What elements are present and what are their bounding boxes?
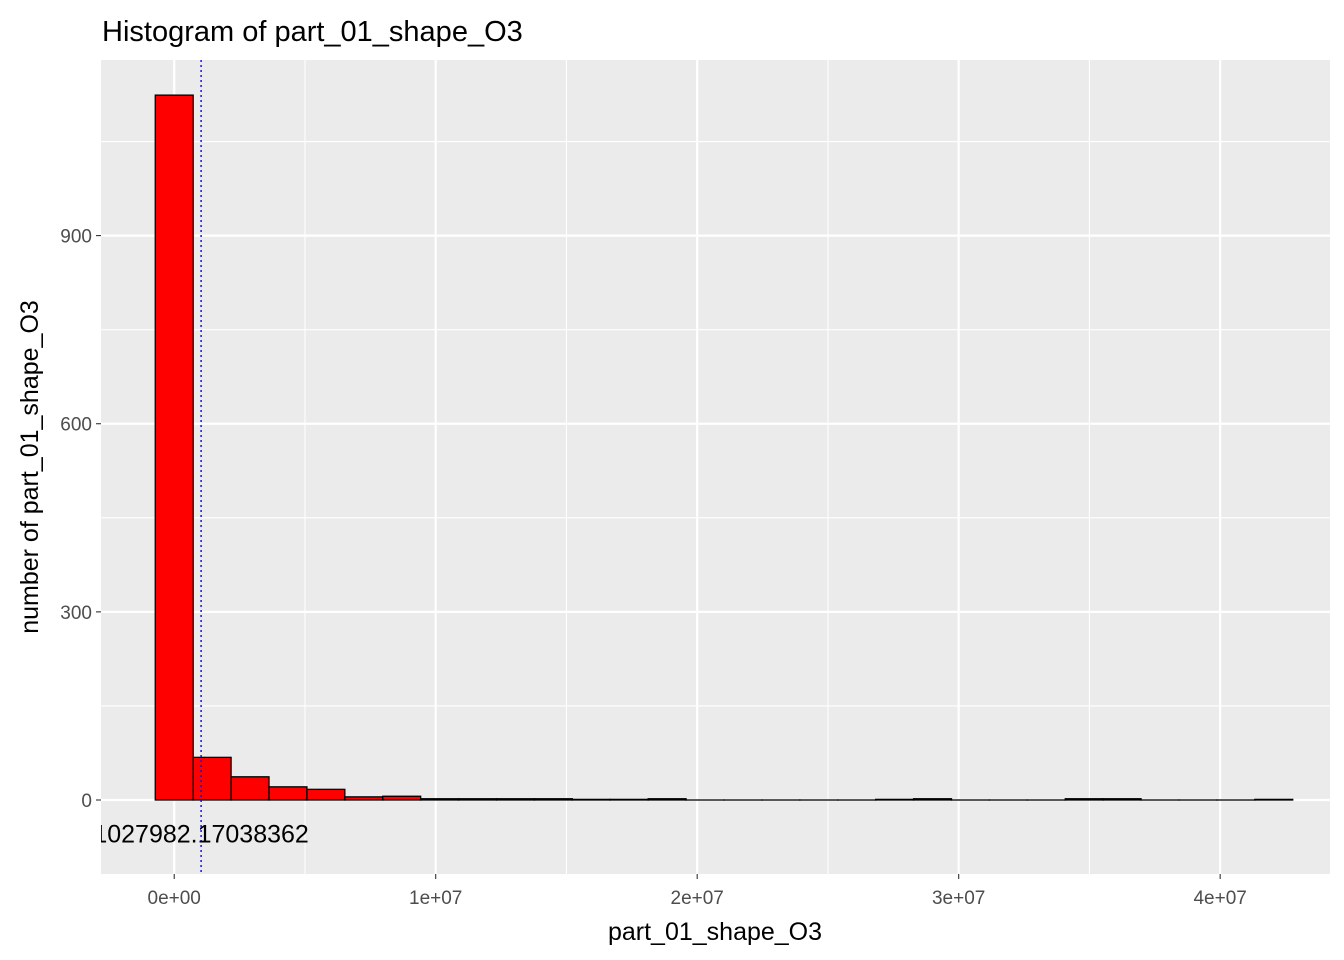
histogram-bars <box>154 94 1294 801</box>
x-tick-label: 0e+00 <box>148 888 201 909</box>
histogram-bar-2 <box>230 776 270 801</box>
x-axis-title: part_01_shape_O3 <box>608 918 822 946</box>
plot-panel <box>101 60 1330 874</box>
y-tick-label: 300 <box>60 603 92 624</box>
x-tick-label: 2e+07 <box>671 888 724 909</box>
y-tick-label: 0 <box>81 791 92 812</box>
x-tick-label: 4e+07 <box>1193 888 1246 909</box>
histogram-bar-24 <box>1064 798 1104 801</box>
histogram-bar-13 <box>647 798 687 801</box>
vline-value-label: 1027982.17038362 <box>93 820 309 848</box>
histogram-bar-25 <box>1102 798 1142 801</box>
y-tick-label: 600 <box>60 415 92 436</box>
histogram-bar-9 <box>495 798 536 801</box>
histogram-bar-19 <box>875 798 915 801</box>
histogram-bar-20 <box>912 798 953 801</box>
x-tick-label: 3e+07 <box>932 888 985 909</box>
histogram-bar-10 <box>533 798 573 801</box>
histogram-bar-12 <box>609 798 649 801</box>
histogram-bar-6 <box>382 795 422 801</box>
histogram-bar-4 <box>306 788 346 801</box>
annotation-layer: 1027982.17038362 <box>93 820 309 848</box>
y-tick-label: 900 <box>60 227 92 248</box>
x-tick-label: 1e+07 <box>409 888 462 909</box>
y-axis-title: number of part_01_shape_O3 <box>16 300 44 634</box>
y-axis-ticks: 0 300 600 900 <box>60 227 101 812</box>
histogram-bar-3 <box>268 786 308 801</box>
histogram-bar-8 <box>457 798 498 801</box>
x-axis-ticks: 0e+00 1e+07 2e+07 3e+07 4e+07 <box>148 874 1247 909</box>
histogram-bar-1 <box>192 756 232 801</box>
histogram-bar-11 <box>571 798 611 801</box>
histogram-bar-29 <box>1254 798 1294 801</box>
histogram-bar-0 <box>154 94 194 801</box>
histogram-bar-5 <box>344 796 384 801</box>
histogram-bar-7 <box>420 798 460 801</box>
chart-title: Histogram of part_01_shape_O3 <box>102 16 523 48</box>
